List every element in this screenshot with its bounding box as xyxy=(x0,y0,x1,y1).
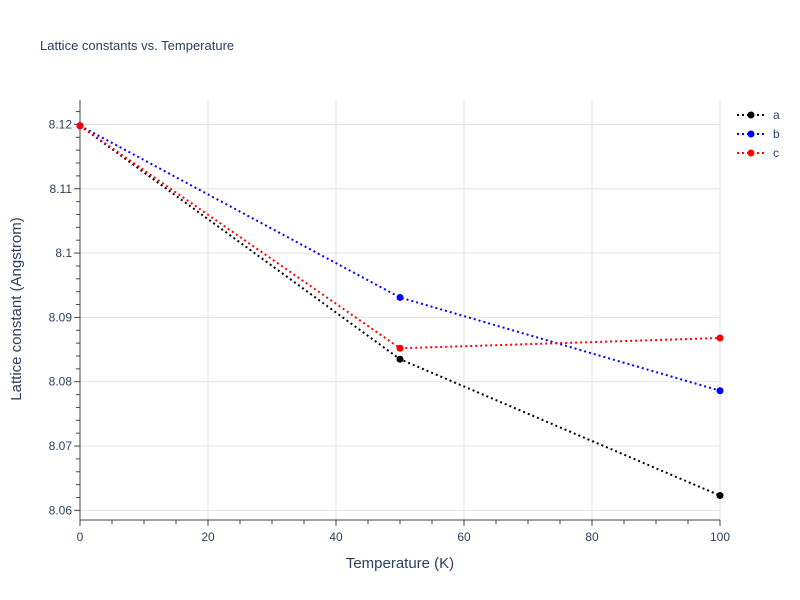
series-layer xyxy=(76,122,724,500)
data-point-a[interactable] xyxy=(396,355,404,363)
y-tick-label: 8.07 xyxy=(49,439,73,453)
y-tick-label: 8.12 xyxy=(49,117,73,131)
legend-item-b[interactable]: b xyxy=(737,127,780,141)
legend-label-a: a xyxy=(773,108,780,122)
series-line-b xyxy=(79,124,721,392)
data-point-b[interactable] xyxy=(716,387,724,395)
legend[interactable]: abc xyxy=(737,108,780,160)
data-point-a[interactable] xyxy=(716,492,724,500)
y-axis-title: Lattice constant (Angstrom) xyxy=(8,217,25,400)
x-tick-label: 100 xyxy=(710,530,730,544)
y-tick-label: 8.08 xyxy=(49,375,73,389)
y-tick-label: 8.11 xyxy=(50,182,73,196)
data-point-c[interactable] xyxy=(396,344,404,352)
x-tick-label: 60 xyxy=(457,530,471,544)
legend-label-b: b xyxy=(773,127,780,141)
x-tick-label: 40 xyxy=(329,530,343,544)
data-point-c[interactable] xyxy=(76,122,84,130)
chart-title: Lattice constants vs. Temperature xyxy=(40,38,234,53)
legend-marker-b xyxy=(747,130,755,138)
x-tick-label: 0 xyxy=(77,530,84,544)
legend-item-a[interactable]: a xyxy=(737,108,780,122)
legend-item-c[interactable]: c xyxy=(737,146,779,160)
x-tick-label: 80 xyxy=(585,530,599,544)
y-tick-label: 8.09 xyxy=(49,310,73,324)
legend-marker-c xyxy=(747,149,755,157)
legend-label-c: c xyxy=(773,146,779,160)
data-point-c[interactable] xyxy=(716,334,724,342)
data-point-b[interactable] xyxy=(396,293,404,301)
series-c xyxy=(76,122,724,352)
x-axis-title: Temperature (K) xyxy=(346,555,454,572)
grid-layer xyxy=(80,100,721,520)
axis-layer: 0 20 40 60 80 100 8.06 8.07 8.08 8.09 8.1 8.11 8.12 xyxy=(49,100,730,544)
y-tick-label: 8.06 xyxy=(49,503,73,517)
y-tick-label: 8.1 xyxy=(55,246,72,260)
legend-marker-a xyxy=(747,111,755,119)
x-tick-label: 20 xyxy=(201,530,215,544)
